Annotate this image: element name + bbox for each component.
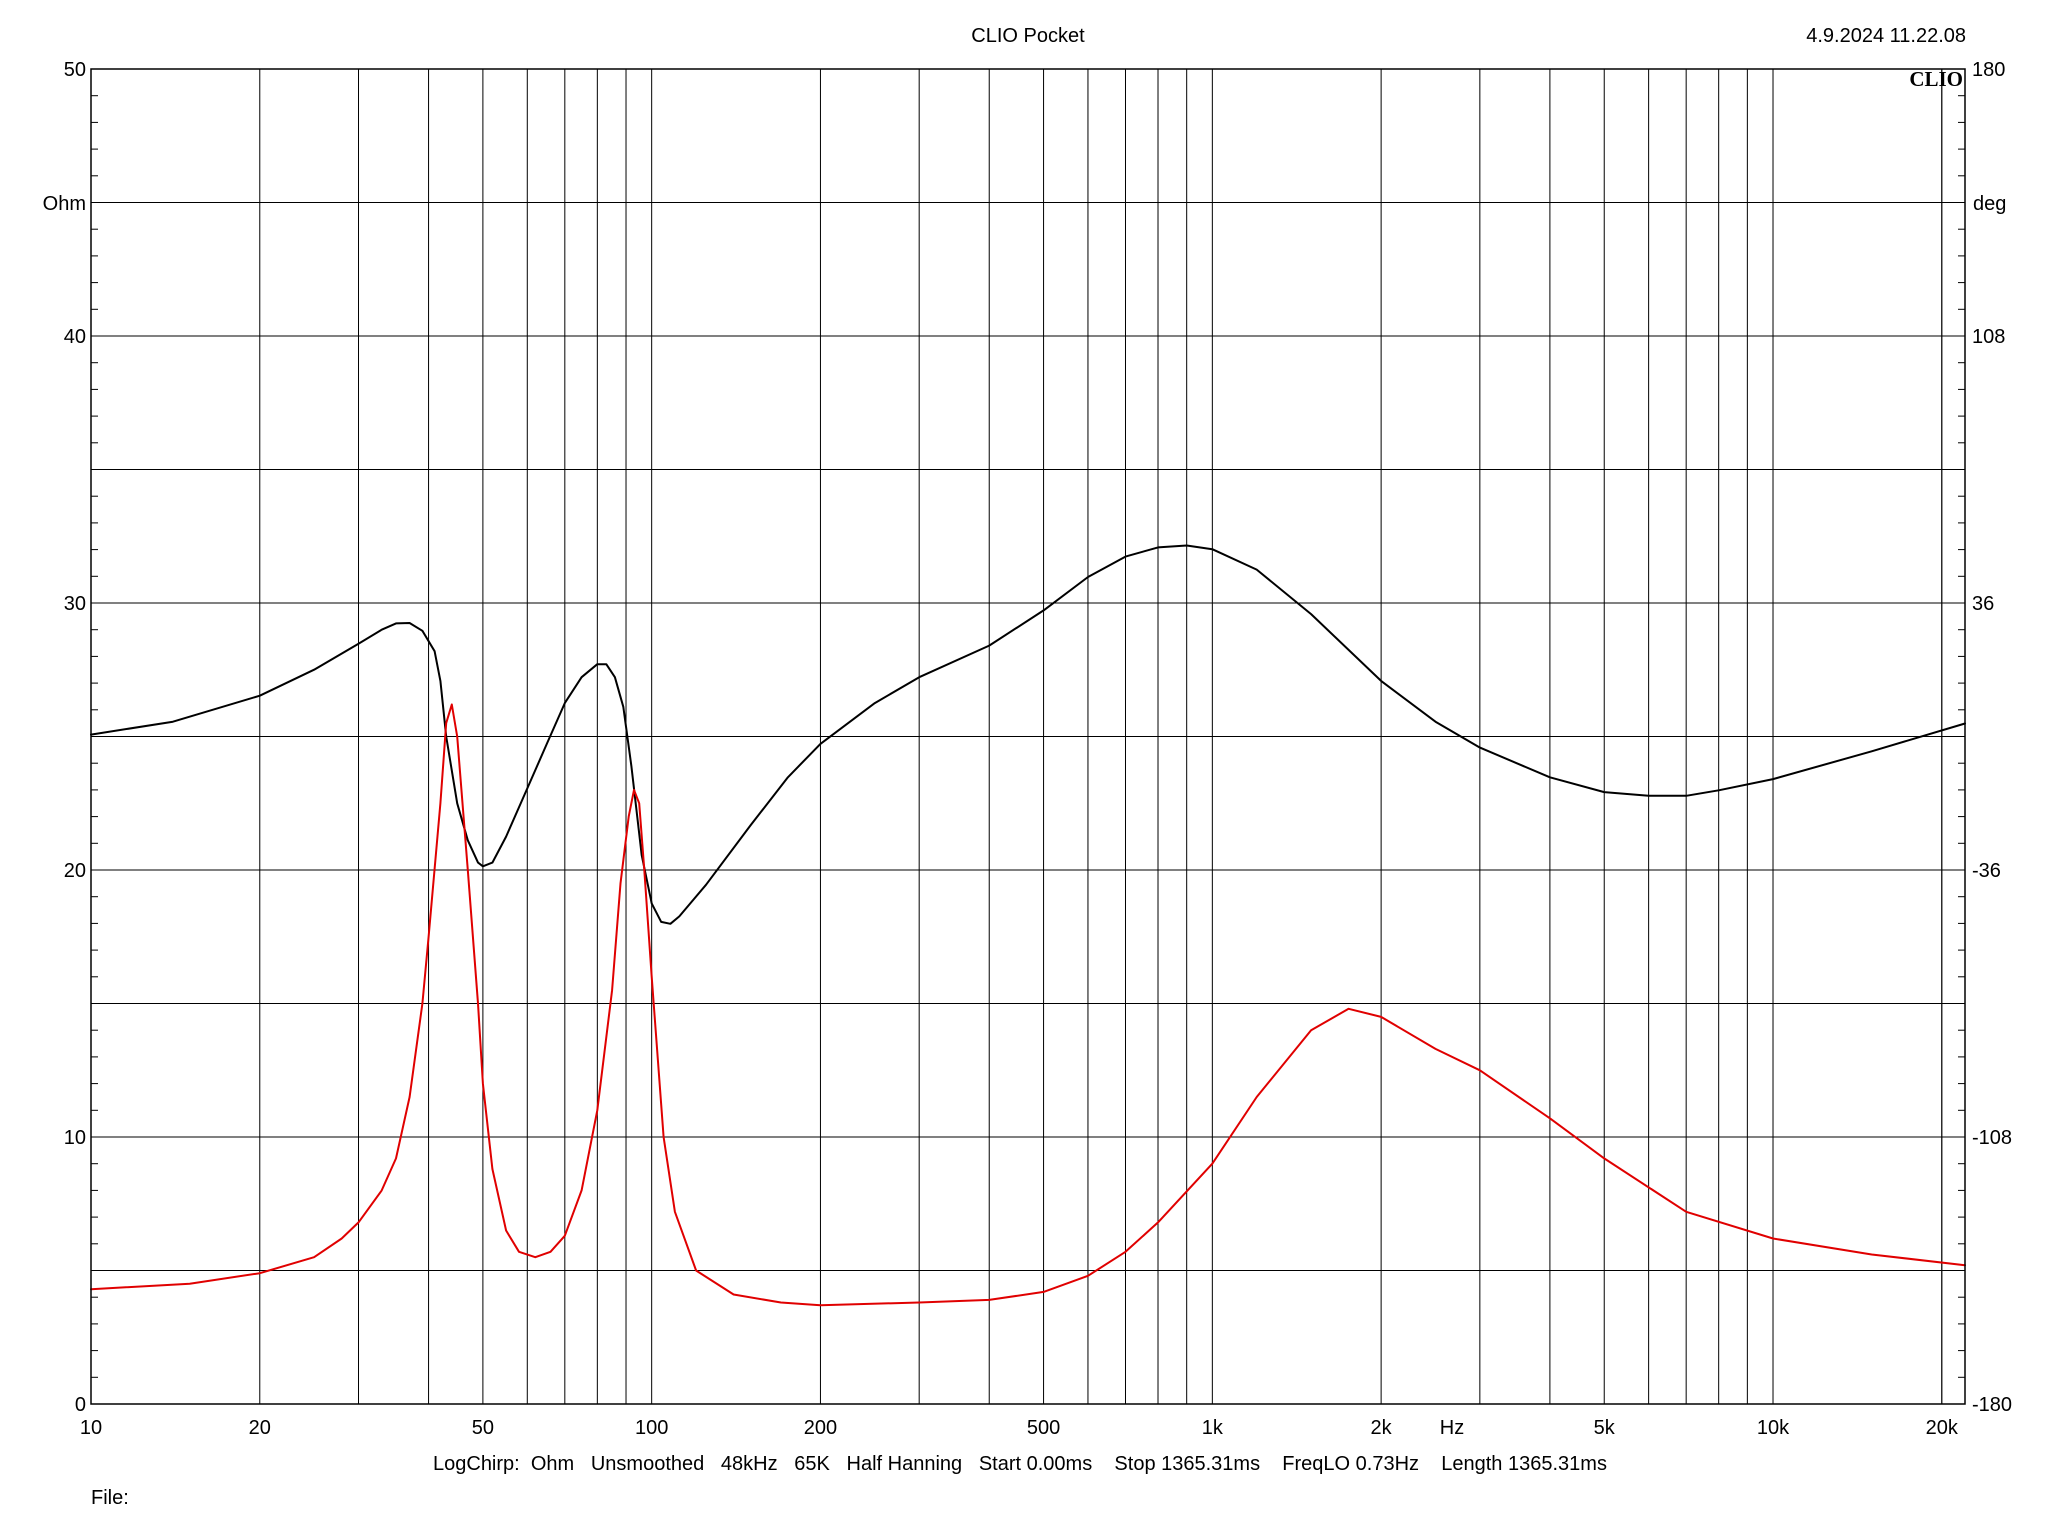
x-tick-label: 200 bbox=[804, 1417, 837, 1439]
y-tick-label: 0 bbox=[75, 1394, 86, 1416]
timestamp: 4.9.2024 11.22.08 bbox=[1806, 25, 1966, 47]
x-tick-label: 10k bbox=[1757, 1417, 1790, 1439]
chart-title: CLIO Pocket bbox=[971, 25, 1085, 47]
x-tick-label: 500 bbox=[1027, 1417, 1060, 1439]
clio-logo: CLIO bbox=[1909, 67, 1963, 91]
y2-tick-label: -36 bbox=[1972, 860, 2001, 882]
y-tick-label: 30 bbox=[64, 593, 86, 615]
phase-curve bbox=[90, 544, 1966, 925]
y2-tick-label: 108 bbox=[1972, 326, 2005, 348]
x-tick-label: 2k bbox=[1371, 1417, 1393, 1439]
x-tick-label: 100 bbox=[635, 1417, 668, 1439]
measurement-info: LogChirp: Ohm Unsmoothed 48kHz 65K Half … bbox=[433, 1453, 1607, 1475]
x-tick-label: 5k bbox=[1594, 1417, 1616, 1439]
x-axis-label: Hz bbox=[1440, 1417, 1464, 1439]
x-tick-label: 10 bbox=[80, 1417, 102, 1439]
x-tick-label: 20 bbox=[249, 1417, 271, 1439]
grid bbox=[91, 69, 1965, 1404]
y2-tick-label: -108 bbox=[1972, 1127, 2012, 1149]
x-tick-label: 50 bbox=[472, 1417, 494, 1439]
y-axis-label: Ohm bbox=[43, 193, 86, 215]
y2-axis-label: deg bbox=[1973, 193, 2006, 215]
y-tick-label: 20 bbox=[64, 860, 86, 882]
series-layer bbox=[90, 544, 1966, 1307]
x-tick-label: 20k bbox=[1926, 1417, 1959, 1439]
y-tick-label: 40 bbox=[64, 326, 86, 348]
y-tick-label: 50 bbox=[64, 59, 86, 81]
x-tick-label: 1k bbox=[1202, 1417, 1224, 1439]
y2-tick-label: 36 bbox=[1972, 593, 1994, 615]
y-tick-label: 10 bbox=[64, 1127, 86, 1149]
tick-labels: 10 20 50 100 200 500 1k 2k 5k 10k 20k01020304050-1… bbox=[64, 59, 2012, 1439]
file-label: File: bbox=[91, 1487, 129, 1509]
y2-tick-label: -180 bbox=[1972, 1394, 2012, 1416]
plot-frame bbox=[90, 68, 1966, 1405]
y2-tick-label: 180 bbox=[1972, 59, 2005, 81]
impedance-curve bbox=[90, 703, 1966, 1307]
